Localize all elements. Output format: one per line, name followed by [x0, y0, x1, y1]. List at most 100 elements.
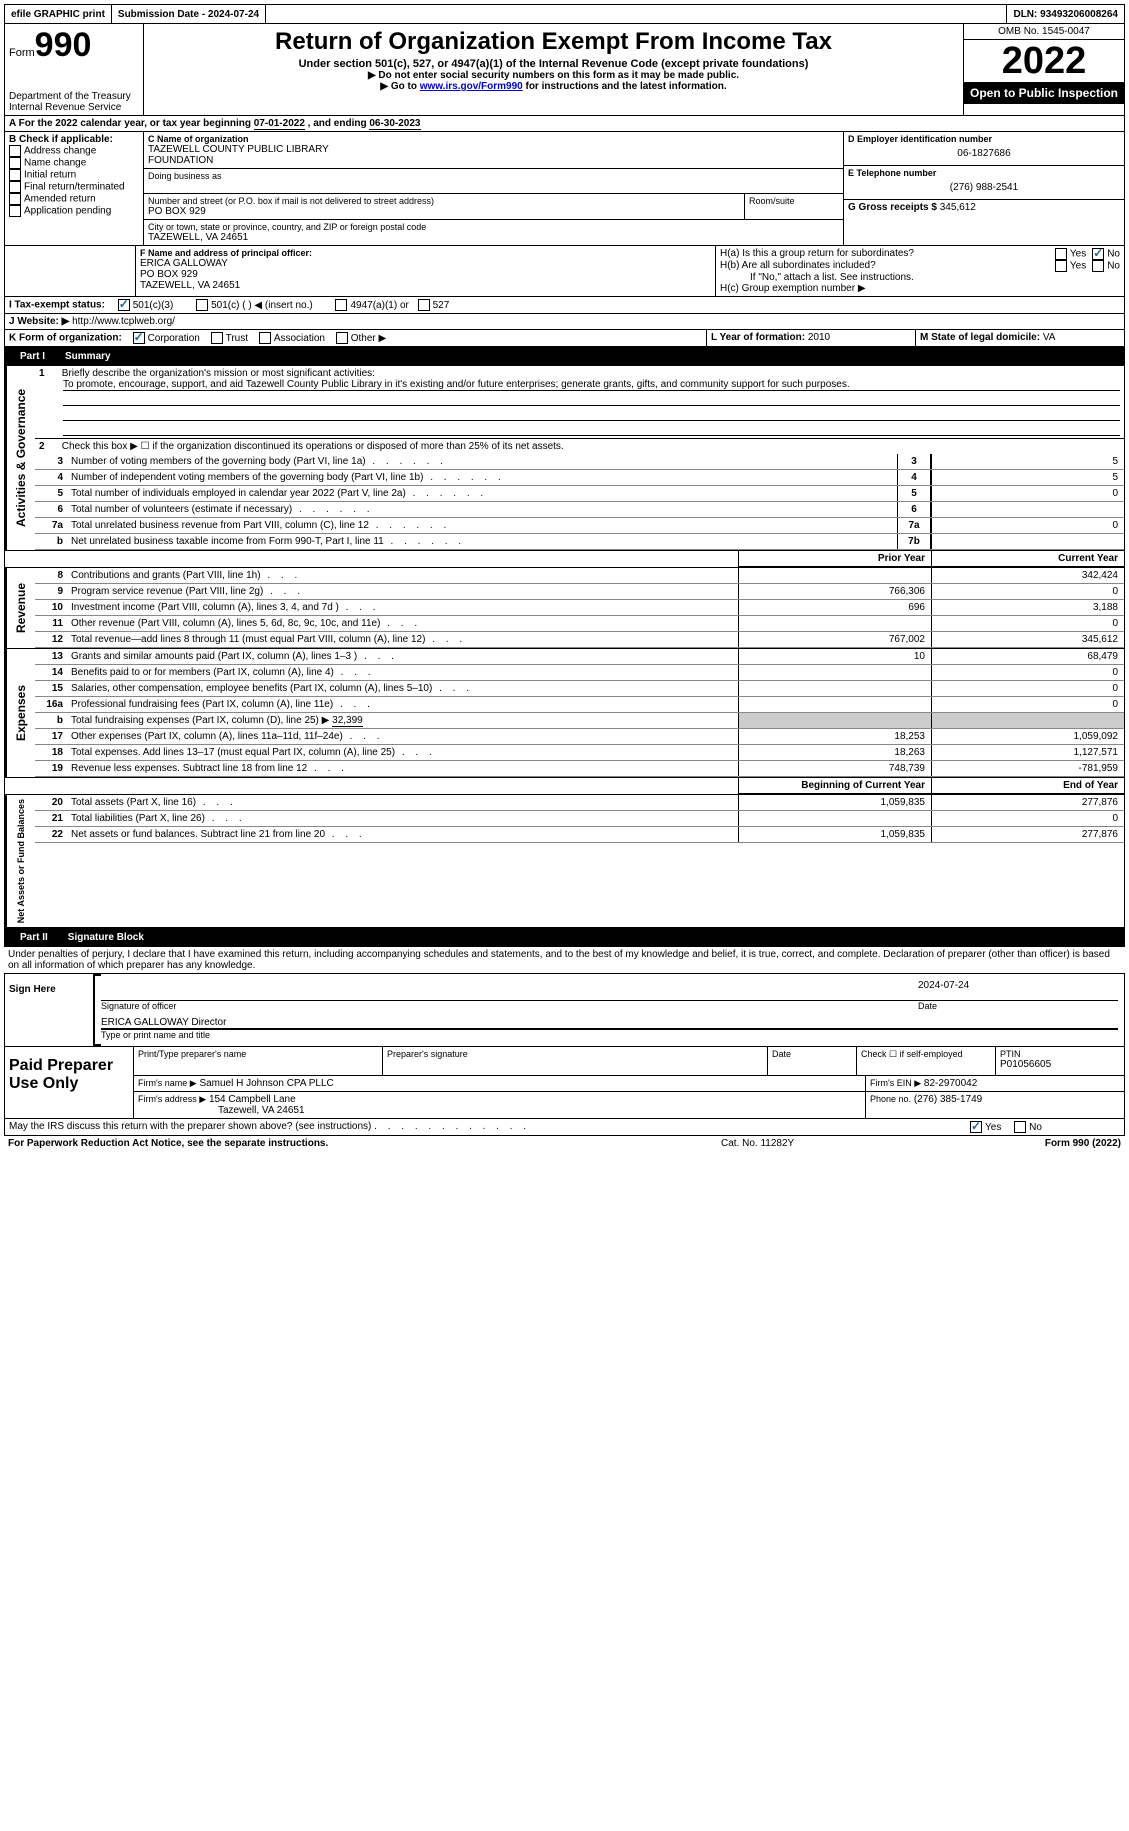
discuss-yes[interactable]: Yes — [970, 1122, 1001, 1133]
k-trust[interactable]: Trust — [211, 333, 248, 344]
firm-ein-label: Firm's EIN ▶ — [870, 1078, 921, 1088]
netassets-header-row: x Beginning of Current Year End of Year — [4, 778, 1125, 795]
h-a-no[interactable]: No — [1092, 248, 1120, 260]
check-final-return[interactable]: Final return/terminated — [9, 181, 139, 193]
k-corp[interactable]: Corporation — [133, 333, 200, 344]
i-501c3[interactable]: 501(c)(3) — [118, 300, 174, 311]
line-19: 19 Revenue less expenses. Subtract line … — [35, 761, 1124, 777]
firm-name: Samuel H Johnson CPA PLLC — [199, 1078, 333, 1089]
summary-line-6: 6 Total number of volunteers (estimate i… — [35, 502, 1124, 518]
h-b-yes[interactable]: Yes — [1055, 260, 1086, 272]
line-10: 10 Investment income (Part VIII, column … — [35, 600, 1124, 616]
check-amended-return[interactable]: Amended return — [9, 193, 139, 205]
check-name-change[interactable]: Name change — [9, 157, 139, 169]
irs-link[interactable]: www.irs.gov/Form990 — [420, 81, 523, 92]
irs-label: Internal Revenue Service — [9, 102, 139, 113]
city-value: TAZEWELL, VA 24651 — [148, 232, 839, 243]
section-c-label: C Name of organization — [148, 134, 839, 144]
prep-phone-label: Phone no. — [870, 1094, 911, 1104]
firm-addr-label: Firm's address ▶ — [138, 1094, 206, 1104]
section-b-label: B Check if applicable: — [9, 134, 139, 145]
form-ref: Form 990 (2022) — [921, 1138, 1121, 1149]
firm-addr2: Tazewell, VA 24651 — [218, 1105, 305, 1116]
part2-title: Signature Block — [68, 932, 144, 943]
fh-left-pad — [5, 246, 136, 296]
j-block: J Website: ▶ http://www.tcplweb.org/ — [4, 314, 1125, 330]
submission-date: Submission Date - 2024-07-24 — [112, 5, 266, 23]
part1-tab: Part I — [10, 349, 55, 364]
part2-tab: Part II — [10, 930, 58, 945]
line-22: 22 Net assets or fund balances. Subtract… — [35, 827, 1124, 843]
paid-preparer-block: Paid Preparer Use Only Print/Type prepar… — [4, 1047, 1125, 1119]
col-current: Current Year — [931, 551, 1124, 567]
section-b: B Check if applicable: Address change Na… — [5, 132, 144, 245]
line-16b: b Total fundraising expenses (Part IX, c… — [35, 713, 1124, 729]
h-a-yes[interactable]: Yes — [1055, 248, 1086, 260]
h-b-label: H(b) Are all subordinates included? — [720, 260, 1055, 272]
line-8: 8 Contributions and grants (Part VIII, l… — [35, 568, 1124, 584]
gross-receipts: 345,612 — [940, 202, 976, 213]
h-a-label: H(a) Is this a group return for subordin… — [720, 248, 1055, 260]
form-header: Form990 Department of the Treasury Inter… — [4, 24, 1125, 116]
form-note2: ▶ Go to www.irs.gov/Form990 for instruct… — [150, 81, 957, 92]
period-end: 06-30-2023 — [369, 118, 420, 130]
k-other[interactable]: Other ▶ — [336, 333, 386, 344]
i-4947[interactable]: 4947(a)(1) or — [335, 300, 408, 311]
type-label: Type or print name and title — [101, 1030, 1118, 1040]
check-self[interactable]: Check ☐ if self-employed — [861, 1049, 991, 1060]
i-527[interactable]: 527 — [418, 300, 450, 311]
governance-section: Activities & Governance 1 Briefly descri… — [4, 366, 1125, 551]
revenue-section: Revenue 8 Contributions and grants (Part… — [4, 568, 1125, 649]
sig-date: 2024-07-24 — [918, 980, 1118, 1000]
website-value: http://www.tcplweb.org/ — [72, 316, 175, 327]
bcde-block: B Check if applicable: Address change Na… — [4, 132, 1125, 246]
summary-line-4: 4 Number of independent voting members o… — [35, 470, 1124, 486]
lines-3-7: 3 Number of voting members of the govern… — [35, 454, 1124, 550]
footer: For Paperwork Reduction Act Notice, see … — [4, 1136, 1125, 1151]
room-label: Room/suite — [749, 196, 839, 206]
summary-line-b: b Net unrelated business taxable income … — [35, 534, 1124, 550]
fh-block: F Name and address of principal officer:… — [4, 246, 1125, 297]
h-b-note: If "No," attach a list. See instructions… — [720, 272, 1120, 283]
part2-header: Part II Signature Block — [4, 928, 1125, 947]
summary-line-7a: 7a Total unrelated business revenue from… — [35, 518, 1124, 534]
discuss-no[interactable]: No — [1014, 1122, 1042, 1133]
line-17: 17 Other expenses (Part IX, column (A), … — [35, 729, 1124, 745]
part1-title: Summary — [65, 351, 111, 362]
cat-no: Cat. No. 11282Y — [721, 1138, 921, 1149]
line-16b-val: 32,399 — [332, 715, 363, 727]
section-j-label: J Website: ▶ — [9, 316, 69, 327]
k-assoc[interactable]: Association — [259, 333, 325, 344]
discuss-row: May the IRS discuss this return with the… — [4, 1119, 1125, 1136]
line-20: 20 Total assets (Part X, line 16) . . . … — [35, 795, 1124, 811]
line-1: 1 Briefly describe the organization's mi… — [35, 366, 1124, 439]
street-label: Number and street (or P.O. box if mail i… — [148, 196, 740, 206]
check-application-pending[interactable]: Application pending — [9, 205, 139, 217]
note2-pre: ▶ Go to — [380, 81, 419, 92]
check-initial-return[interactable]: Initial return — [9, 169, 139, 181]
year-formation: 2010 — [808, 332, 830, 343]
line-11: 11 Other revenue (Part VIII, column (A),… — [35, 616, 1124, 632]
line-13: 13 Grants and similar amounts paid (Part… — [35, 649, 1124, 665]
line-14: 14 Benefits paid to or for members (Part… — [35, 665, 1124, 681]
section-f-label: F Name and address of principal officer: — [140, 248, 711, 258]
mission-text: To promote, encourage, support, and aid … — [63, 379, 1120, 391]
open-inspection: Open to Public Inspection — [964, 82, 1124, 104]
paperwork-notice: For Paperwork Reduction Act Notice, see … — [8, 1138, 721, 1149]
period-row: A For the 2022 calendar year, or tax yea… — [4, 116, 1125, 132]
note2-post: for instructions and the latest informat… — [523, 81, 727, 92]
section-l-label: L Year of formation: — [711, 332, 805, 343]
i-501c[interactable]: 501(c) ( ) ◀ (insert no.) — [196, 300, 313, 311]
line-1-pre: Briefly describe the organization's miss… — [62, 368, 375, 379]
org-name-2: FOUNDATION — [148, 155, 839, 166]
summary-line-3: 3 Number of voting members of the govern… — [35, 454, 1124, 470]
section-m-label: M State of legal domicile: — [920, 332, 1040, 343]
discuss-text: May the IRS discuss this return with the… — [9, 1121, 371, 1132]
h-b-no[interactable]: No — [1092, 260, 1120, 272]
sign-here-label: Sign Here — [5, 974, 93, 1046]
line-18: 18 Total expenses. Add lines 13–17 (must… — [35, 745, 1124, 761]
topbar: efile GRAPHIC print Submission Date - 20… — [4, 4, 1125, 24]
check-address-change[interactable]: Address change — [9, 145, 139, 157]
line-15: 15 Salaries, other compensation, employe… — [35, 681, 1124, 697]
line-1-no: 1 — [39, 368, 59, 379]
